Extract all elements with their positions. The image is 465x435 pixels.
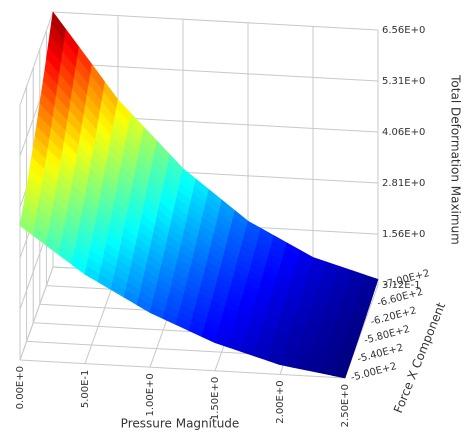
x-tick-label: 2.50E+0 (340, 384, 351, 427)
y-tick-label: -5.80E+2 (363, 324, 411, 347)
y-tick-label: -6.20E+2 (370, 305, 418, 328)
x-tick-label: 2.00E+0 (275, 380, 286, 423)
z-tick-label: 5.31E+0 (382, 76, 425, 87)
z-tick-label: 4.06E+0 (382, 127, 425, 138)
grid-line (52, 11, 379, 31)
z-tick-label: 3.12E-1 (382, 280, 421, 291)
grid-line (52, 62, 379, 82)
x-tick-label: 1.50E+0 (210, 377, 221, 420)
x-axis-label: Pressure Magnitude (121, 417, 240, 431)
y-tick-label: -5.40E+2 (356, 342, 404, 365)
grid-line (19, 359, 346, 379)
z-tick-label: 6.56E+0 (382, 25, 425, 36)
z-axis-label: Total Deformation Maximum (449, 74, 463, 245)
grid-line (19, 11, 54, 106)
x-tick-label: 1.00E+0 (145, 373, 156, 416)
x-tick-label: 0.00E+0 (15, 366, 26, 409)
surface-cell (331, 370, 348, 379)
z-tick-label: 1.56E+0 (382, 229, 425, 240)
grid-line (19, 266, 54, 361)
z-tick-label: 2.81E+0 (382, 178, 425, 189)
y-tick-label: -5.00E+2 (350, 361, 398, 384)
x-tick-label: 5.00E-1 (80, 370, 91, 409)
